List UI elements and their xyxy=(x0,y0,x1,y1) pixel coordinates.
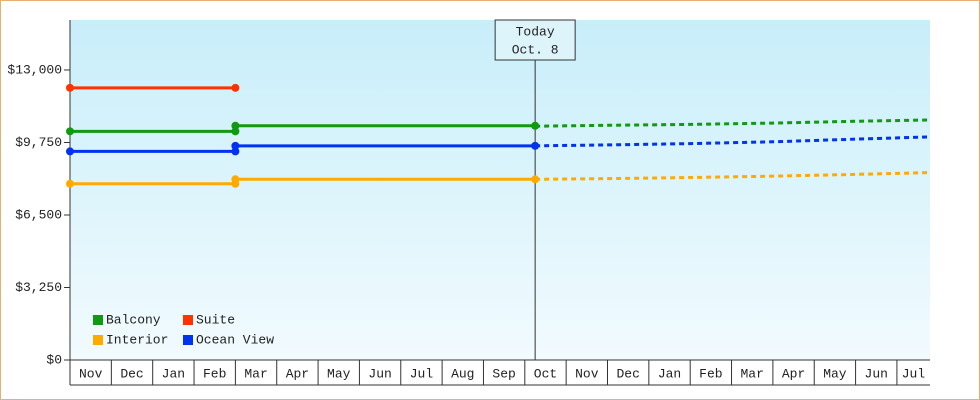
x-tick-label: Feb xyxy=(699,366,722,381)
series-line xyxy=(70,144,536,153)
legend-swatch xyxy=(183,335,193,345)
x-tick-label: Jun xyxy=(865,366,888,381)
x-tick-label: Jan xyxy=(658,366,681,381)
x-tick-label: Mar xyxy=(244,366,267,381)
point xyxy=(231,121,240,130)
x-tick-label: Mar xyxy=(741,366,764,381)
point xyxy=(66,83,74,92)
legend-swatch xyxy=(93,335,103,345)
legend-label: Balcony xyxy=(106,312,161,327)
x-tick-label: Dec xyxy=(616,366,639,381)
point xyxy=(231,141,240,150)
legend-label: Suite xyxy=(196,312,235,327)
series-line xyxy=(70,124,536,133)
y-tick-label: $3,250 xyxy=(15,280,62,295)
point xyxy=(531,141,540,150)
point xyxy=(66,127,74,136)
point xyxy=(231,83,240,92)
y-tick-label: $0 xyxy=(46,352,62,367)
plot-area xyxy=(70,20,930,360)
legend-swatch xyxy=(93,315,103,325)
series-line xyxy=(70,177,536,186)
x-tick-label: Nov xyxy=(575,366,599,381)
x-tick-label: May xyxy=(327,366,351,381)
x-tick-label: Jan xyxy=(162,366,185,381)
x-tick-label: Jul xyxy=(410,366,434,381)
point xyxy=(531,121,540,130)
x-tick-label: Aug xyxy=(451,366,474,381)
x-tick-label: Apr xyxy=(782,366,805,381)
x-tick-label: Oct xyxy=(534,366,557,381)
legend-swatch xyxy=(183,315,193,325)
point xyxy=(531,175,540,184)
x-tick-label: Apr xyxy=(286,366,309,381)
x-tick-label: Jun xyxy=(368,366,391,381)
today-label: Today xyxy=(516,24,555,39)
y-tick-label: $9,750 xyxy=(15,135,62,150)
point xyxy=(66,147,74,156)
x-tick-label: May xyxy=(823,366,847,381)
x-tick-label: Dec xyxy=(120,366,143,381)
today-label: Oct. 8 xyxy=(512,42,559,57)
x-tick-label: Jul xyxy=(902,366,926,381)
legend-label: Interior xyxy=(106,332,168,347)
y-tick-label: $6,500 xyxy=(15,207,62,222)
point xyxy=(66,179,74,188)
point xyxy=(231,127,240,136)
point xyxy=(231,147,240,156)
legend-label: Ocean View xyxy=(196,332,274,347)
x-tick-label: Feb xyxy=(203,366,226,381)
x-tick-label: Sep xyxy=(492,366,515,381)
point xyxy=(231,175,240,184)
y-tick-label: $13,000 xyxy=(7,62,62,77)
today-box xyxy=(494,19,576,61)
x-tick-label: Nov xyxy=(79,366,103,381)
